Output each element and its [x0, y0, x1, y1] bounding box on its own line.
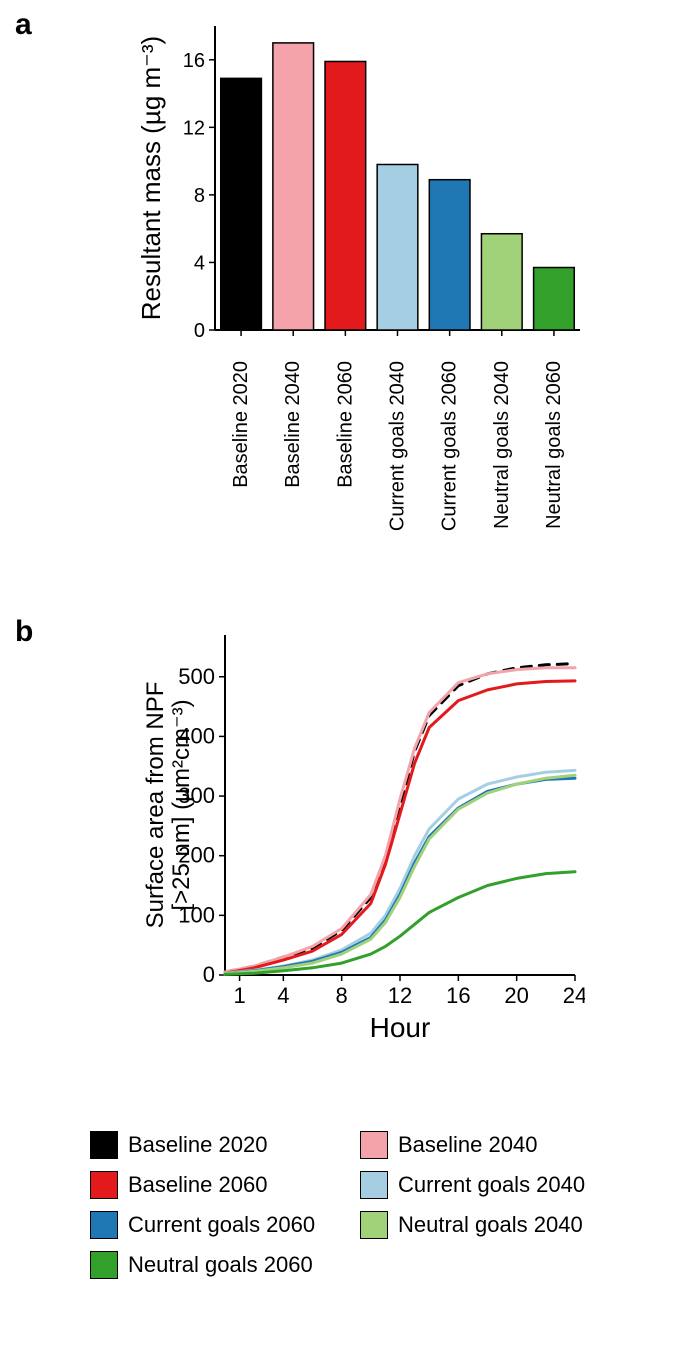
legend-item: Baseline 2040 — [360, 1131, 620, 1159]
svg-text:16: 16 — [446, 983, 470, 1008]
legend-swatch — [360, 1171, 388, 1199]
svg-text:4: 4 — [194, 252, 205, 274]
legend-item: Current goals 2040 — [360, 1171, 620, 1199]
legend-item: Baseline 2060 — [90, 1171, 350, 1199]
legend-label: Baseline 2020 — [128, 1132, 267, 1158]
legend-label: Baseline 2040 — [398, 1132, 537, 1158]
svg-text:12: 12 — [388, 983, 412, 1008]
svg-text:20: 20 — [504, 983, 528, 1008]
legend-label: Baseline 2060 — [128, 1172, 267, 1198]
legend-swatch — [90, 1211, 118, 1239]
svg-text:0: 0 — [203, 962, 215, 987]
legend: Baseline 2020 Baseline 2040 Baseline 2060 C… — [90, 1125, 630, 1285]
legend-item: Baseline 2020 — [90, 1131, 350, 1159]
bar — [534, 268, 575, 330]
legend-swatch — [90, 1251, 118, 1279]
bar — [377, 164, 418, 330]
svg-text:0: 0 — [194, 320, 205, 338]
legend-label: Neutral goals 2040 — [398, 1212, 583, 1238]
svg-text:1: 1 — [233, 983, 245, 1008]
legend-swatch — [90, 1131, 118, 1159]
svg-text:16: 16 — [183, 50, 205, 72]
figure-page: a b 0 4 8 12 16 Resultant mass (µg m⁻³) Basel… — [0, 0, 675, 1363]
legend-label: Current goals 2040 — [398, 1172, 585, 1198]
svg-text:Resultant mass (µg m⁻³): Resultant mass (µg m⁻³) — [140, 36, 166, 320]
svg-text:Baseline 2020: Baseline 2020 — [230, 361, 252, 488]
panel-a-label: a — [15, 8, 32, 42]
bar — [325, 61, 366, 330]
svg-text:Neutral goals 2060: Neutral goals 2060 — [543, 361, 565, 529]
svg-text:Neutral goals 2040: Neutral goals 2040 — [491, 361, 513, 529]
svg-text:8: 8 — [336, 983, 348, 1008]
chart-a: 0 4 8 12 16 Resultant mass (µg m⁻³) — [140, 18, 590, 338]
legend-item: Neutral goals 2060 — [90, 1251, 350, 1279]
chart-a-xlabels: Baseline 2020 Baseline 2040 Baseline 2060 C… — [140, 355, 590, 585]
svg-text:Surface area from NPF: Surface area from NPF — [145, 682, 169, 929]
legend-item: Current goals 2060 — [90, 1211, 350, 1239]
svg-text:Baseline 2060: Baseline 2060 — [334, 361, 356, 488]
svg-text:8: 8 — [194, 185, 205, 207]
chart-b: 010020030040050014812162024HourSurface a… — [145, 625, 585, 1045]
legend-swatch — [90, 1171, 118, 1199]
legend-label: Neutral goals 2060 — [128, 1252, 313, 1278]
svg-text:[>25 nm] (µm²cm⁻³): [>25 nm] (µm²cm⁻³) — [168, 699, 195, 910]
legend-label: Current goals 2060 — [128, 1212, 315, 1238]
svg-text:Baseline 2040: Baseline 2040 — [282, 361, 304, 488]
svg-text:Hour: Hour — [370, 1012, 431, 1043]
bar — [481, 234, 522, 330]
series-line — [225, 681, 575, 973]
legend-swatch — [360, 1211, 388, 1239]
bar — [429, 180, 470, 330]
bar — [273, 43, 314, 330]
legend-swatch — [360, 1131, 388, 1159]
legend-item: Neutral goals 2040 — [360, 1211, 620, 1239]
svg-text:Current goals 2040: Current goals 2040 — [387, 361, 409, 531]
panel-b-label: b — [15, 615, 33, 649]
svg-text:500: 500 — [178, 664, 215, 689]
svg-text:4: 4 — [277, 983, 289, 1008]
svg-text:12: 12 — [183, 117, 205, 139]
svg-text:24: 24 — [563, 983, 585, 1008]
series-line — [225, 668, 575, 972]
bar — [221, 78, 262, 330]
svg-text:Current goals 2060: Current goals 2060 — [439, 361, 461, 531]
